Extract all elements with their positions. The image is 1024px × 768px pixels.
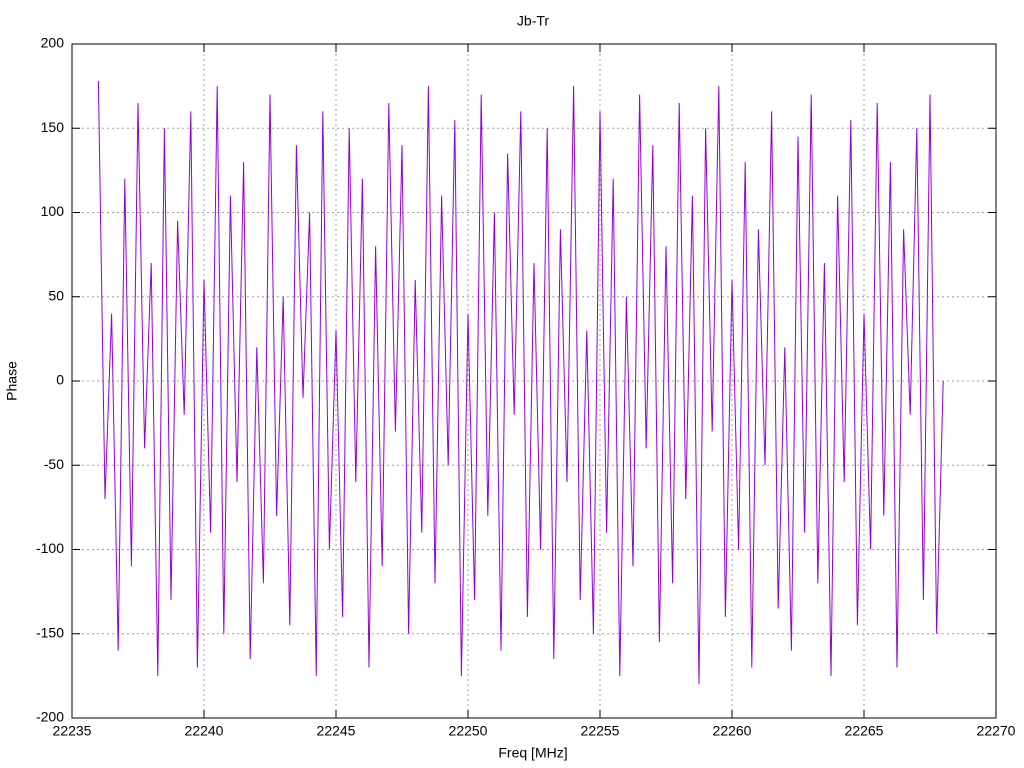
x-axis-label: Freq [MHz] xyxy=(498,745,567,761)
x-tick-label: 22250 xyxy=(449,723,488,739)
y-tick-label: -100 xyxy=(36,540,64,556)
y-axis-label: Phase xyxy=(4,361,20,401)
y-tick-label: -150 xyxy=(36,624,64,640)
y-tick-label: 150 xyxy=(41,119,65,135)
x-tick-label: 22265 xyxy=(845,723,884,739)
x-tick-label: 22260 xyxy=(713,723,752,739)
x-tick-label: 22240 xyxy=(185,723,224,739)
y-tick-label: -200 xyxy=(36,709,64,725)
x-tick-label: 22235 xyxy=(53,723,92,739)
data-line xyxy=(97,81,944,685)
y-tick-label: 50 xyxy=(48,287,64,303)
y-tick-label: 200 xyxy=(41,35,65,51)
y-tick-label: 100 xyxy=(41,203,65,219)
y-tick-label: -50 xyxy=(44,456,64,472)
y-tick-label: 0 xyxy=(56,372,64,388)
plot-border xyxy=(71,43,997,719)
chart-title: Jb-Tr xyxy=(517,13,549,29)
x-tick-label: 22270 xyxy=(977,723,1016,739)
x-tick-label: 22255 xyxy=(581,723,620,739)
x-tick-label: 22245 xyxy=(317,723,356,739)
